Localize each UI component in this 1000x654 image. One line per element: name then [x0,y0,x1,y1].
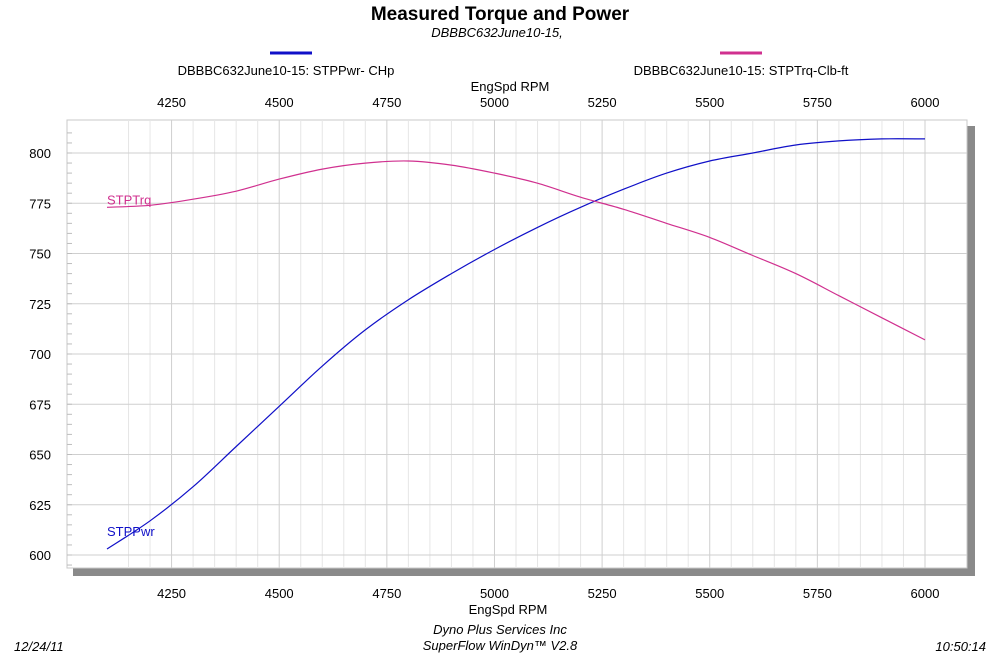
data-point-power [106,548,108,550]
chart-subtitle: DBBBC632June10-15, [431,25,563,40]
y-tick-label: 625 [29,498,51,513]
data-point-power [665,172,667,174]
data-point-power [924,138,926,140]
data-point-power [321,365,323,367]
y-tick-label: 675 [29,397,51,412]
data-point-power [493,248,495,250]
tick-labels: 4250 4250 4500 4500 4750 4750 5000 5000 5250 5250… [29,95,939,601]
x-tick-label-top: 6000 [911,95,940,110]
x-tick-label-top: 5500 [695,95,724,110]
data-point-torque [579,196,581,198]
footer-time: 10:50:14 [935,639,986,654]
footer-company: Dyno Plus Services Inc [433,622,567,637]
data-point-torque [321,168,323,170]
legend-label-power: DBBBC632June10-15: STPPwr- CHp [178,63,395,78]
data-point-torque [536,182,538,184]
x-tick-label-top: 5000 [480,95,509,110]
data-point-power [450,272,452,274]
x-tick-label-top: 5750 [803,95,832,110]
plot-area [66,119,968,569]
data-point-torque [838,295,840,297]
x-tick-label-top: 4500 [265,95,294,110]
data-point-torque [709,236,711,238]
data-point-power [881,138,883,140]
grid [67,120,967,568]
y-tick-label: 750 [29,247,51,262]
data-point-power [795,144,797,146]
legend-label-torque: DBBBC632June10-15: STPTrq-Clb-ft [634,63,849,78]
data-point-power [536,226,538,228]
series-line-torque [106,160,926,341]
x-tick-label-bottom: 5500 [695,586,724,601]
data-point-power [149,520,151,522]
footer-date: 12/24/11 [14,639,64,654]
data-point-torque [450,164,452,166]
data-point-power [192,485,194,487]
data-point-torque [192,198,194,200]
data-point-torque [795,272,797,274]
y-tick-label: 725 [29,297,51,312]
y-tick-label: 775 [29,196,51,211]
data-point-torque [407,160,409,162]
series-label-power: STPPwr [107,524,155,539]
data-point-power [278,405,280,407]
data-point-torque [493,172,495,174]
y-tick-label: 800 [29,146,51,161]
chart-title: Measured Torque and Power [371,4,630,25]
x-tick-label-bottom: 4500 [265,586,294,601]
series-group: STPPwr STPTrq [106,138,926,550]
data-point-torque [752,254,754,256]
series-label-torque: STPTrq [107,192,151,207]
data-point-torque [235,190,237,192]
x-tick-label-bottom: 4250 [157,586,186,601]
x-tick-label-bottom: 4750 [372,586,401,601]
data-point-torque [665,222,667,224]
x-axis-label-bottom: EngSpd RPM [469,602,548,617]
data-point-torque [881,317,883,319]
data-point-power [407,299,409,301]
data-point-power [709,160,711,162]
x-tick-label-top: 4250 [157,95,186,110]
x-axis-label-top: EngSpd RPM [471,79,550,94]
x-tick-label-bottom: 5250 [588,586,617,601]
data-point-torque [924,339,926,341]
x-tick-label-bottom: 5750 [803,586,832,601]
x-tick-label-top: 4750 [372,95,401,110]
series-line-power [106,138,926,550]
data-point-torque [278,178,280,180]
data-point-power [579,206,581,208]
data-point-power [838,140,840,142]
y-tick-label: 600 [29,548,51,563]
data-point-power [752,152,754,154]
y-tick-label: 650 [29,448,51,463]
data-point-power [364,329,366,331]
x-tick-label-bottom: 6000 [911,586,940,601]
y-tick-label: 700 [29,347,51,362]
data-point-torque [622,208,624,210]
data-point-torque [364,162,366,164]
x-tick-label-bottom: 5000 [480,586,509,601]
data-point-power [622,188,624,190]
x-tick-label-top: 5250 [588,95,617,110]
data-point-power [235,445,237,447]
footer-software: SuperFlow WinDyn™ V2.8 [423,638,578,653]
